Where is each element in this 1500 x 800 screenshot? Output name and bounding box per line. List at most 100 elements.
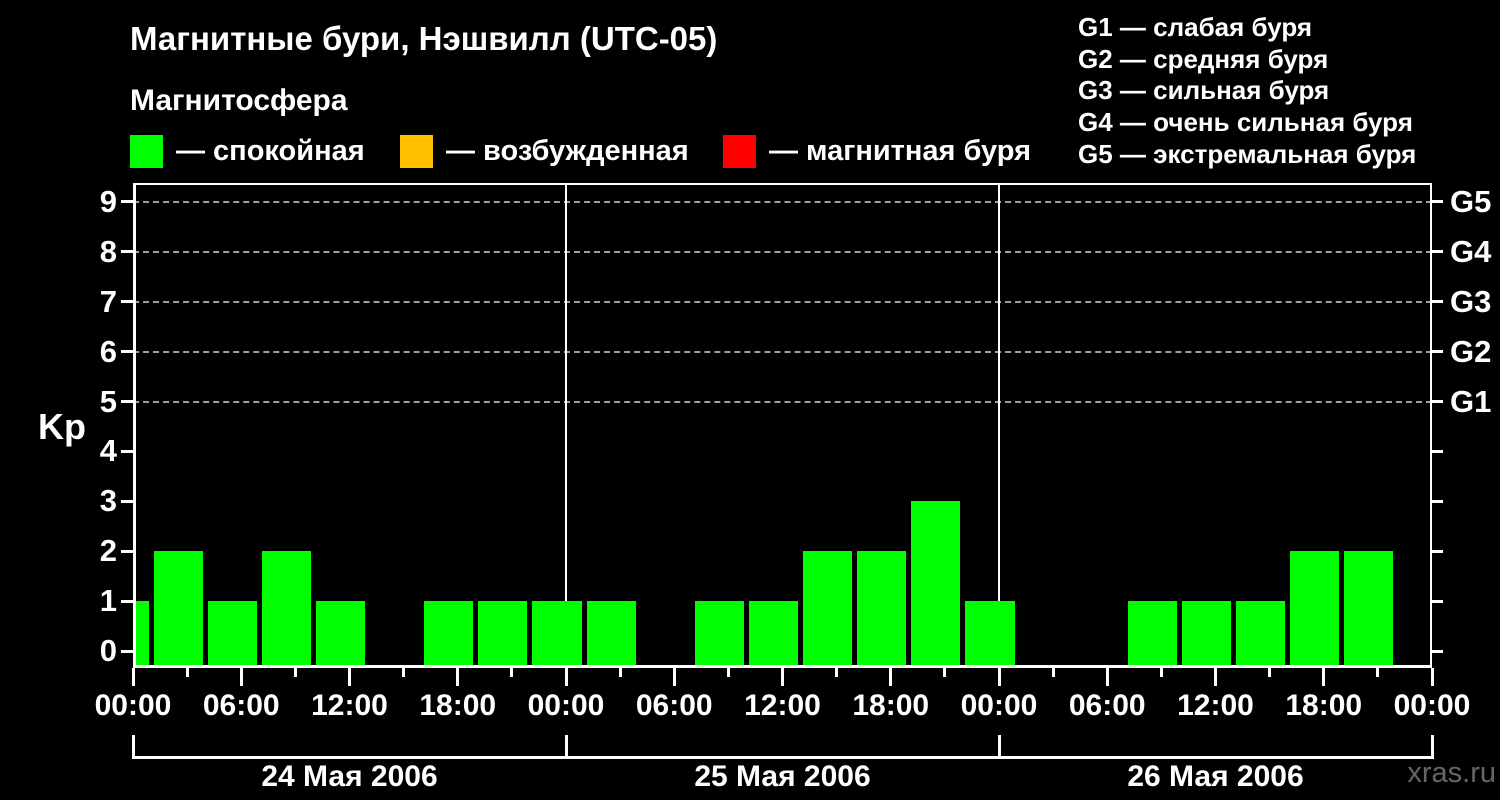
- y-tick: [121, 200, 133, 204]
- y-tick-label: 8: [99, 233, 117, 269]
- kp-bar: [965, 601, 1015, 668]
- legend-label-excited: — возбужденная: [446, 135, 689, 167]
- quiet-swatch-icon: [130, 135, 163, 168]
- kp-bar: [532, 601, 582, 668]
- g-scale-label: G3: [1450, 283, 1492, 319]
- date-bracket-tick: [1430, 735, 1434, 759]
- x-tick-label: 00:00: [960, 689, 1038, 722]
- kp-bar: [207, 601, 257, 668]
- kp-bar: [478, 601, 528, 668]
- x-tick: [402, 668, 406, 677]
- date-label: 25 Мая 2006: [694, 760, 871, 793]
- y-tick-label: 9: [99, 183, 117, 219]
- kp-bar: [133, 601, 149, 668]
- x-tick: [1159, 668, 1163, 677]
- x-tick-label: 18:00: [419, 689, 497, 722]
- x-tick: [293, 668, 297, 677]
- right-tick: [1432, 300, 1443, 304]
- x-tick: [1051, 668, 1055, 677]
- x-tick: [185, 668, 189, 677]
- y-tick-label: 3: [99, 483, 117, 519]
- x-tick-label: 18:00: [852, 689, 930, 722]
- y-tick: [121, 350, 133, 354]
- y-tick: [121, 549, 133, 553]
- chart-title: Магнитные бури, Нэшвилл (UTC-05): [130, 20, 718, 57]
- kp-bar: [261, 551, 311, 668]
- y-tick: [121, 250, 133, 254]
- right-tick: [1432, 400, 1443, 403]
- x-tick: [1105, 668, 1109, 686]
- right-tick: [1432, 200, 1443, 204]
- excited-swatch-icon: [400, 135, 433, 168]
- x-tick: [618, 668, 622, 677]
- x-tick: [726, 668, 730, 677]
- storm-scale-g3: G3 — сильная буря: [1078, 75, 1330, 106]
- x-tick: [1430, 668, 1434, 686]
- y-tick-label: 7: [99, 283, 117, 319]
- storm-scale-g2: G2 — средняя буря: [1078, 43, 1329, 74]
- kp-bar: [1236, 601, 1286, 668]
- y-tick-label: 2: [99, 533, 117, 569]
- x-tick-label: 12:00: [744, 689, 821, 722]
- y-tick: [121, 599, 133, 603]
- kp-bar: [424, 601, 474, 668]
- storm-scale-g5: G5 — экстремальная буря: [1078, 138, 1417, 169]
- kp-bar: [857, 551, 907, 668]
- kp-bar: [1290, 551, 1340, 668]
- x-tick-label: 06:00: [1068, 689, 1146, 722]
- y-tick: [121, 499, 133, 503]
- x-tick: [348, 668, 351, 686]
- x-tick: [997, 668, 1001, 686]
- g-scale-label: G4: [1450, 233, 1492, 269]
- legend-label-storm: — магнитная буря: [769, 135, 1032, 167]
- kp-bar: [1344, 551, 1394, 668]
- x-tick: [1214, 668, 1217, 686]
- kp-bar: [1181, 601, 1232, 668]
- x-tick: [781, 668, 784, 686]
- y-tick-label: 4: [99, 433, 117, 469]
- x-tick-label: 00:00: [94, 689, 172, 722]
- x-tick: [943, 668, 947, 677]
- x-tick: [456, 668, 460, 686]
- g-scale-label: G2: [1450, 333, 1492, 369]
- y-tick: [121, 449, 133, 453]
- x-tick: [835, 668, 839, 677]
- x-tick-label: 06:00: [635, 689, 713, 722]
- storm-swatch-icon: [723, 135, 756, 168]
- x-tick-label: 12:00: [1177, 689, 1254, 722]
- kp-bar: [803, 551, 853, 668]
- right-tick: [1432, 549, 1443, 553]
- gridline-kp9: [133, 200, 1432, 203]
- x-tick: [1376, 668, 1380, 677]
- g-scale-label: G1: [1450, 383, 1492, 419]
- storm-scale-legend: G1 — слабая буря G2 — средняя буря G3 — …: [1078, 12, 1416, 171]
- gridline-kp7: [133, 300, 1432, 303]
- x-tick: [1322, 668, 1326, 686]
- x-tick-label: 00:00: [1393, 689, 1471, 722]
- date-bracket-tick: [997, 735, 1001, 759]
- right-tick: [1432, 499, 1443, 503]
- y-tick-label: 5: [99, 383, 117, 419]
- x-tick-label: 18:00: [1285, 689, 1363, 722]
- right-tick: [1432, 250, 1443, 254]
- kp-bar: [1127, 601, 1177, 668]
- kp-bar: [315, 601, 366, 668]
- x-tick-label: 00:00: [527, 689, 605, 722]
- day-separator: [998, 183, 1000, 668]
- date-bracket-tick: [131, 735, 135, 759]
- storm-scale-g1: G1 — слабая буря: [1078, 12, 1313, 42]
- x-tick-label: 06:00: [202, 689, 280, 722]
- date-bracket-tick: [564, 735, 568, 759]
- day-separator: [565, 183, 567, 668]
- x-tick: [510, 668, 514, 677]
- gridline-kp8: [133, 250, 1432, 253]
- g-scale-label: G5: [1450, 183, 1492, 219]
- date-label: 26 Мая 2006: [1127, 760, 1304, 793]
- y-tick: [121, 300, 133, 304]
- kp-bar: [694, 601, 744, 668]
- plot-frame: [133, 183, 1432, 668]
- chart-subtitle: Магнитосфера: [130, 84, 348, 117]
- y-tick-label: 1: [99, 583, 117, 619]
- x-tick: [889, 668, 893, 686]
